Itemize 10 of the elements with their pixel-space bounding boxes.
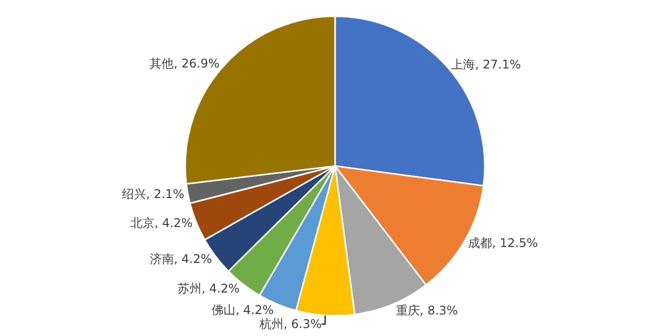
slice-label: 绍兴, 2.1% bbox=[122, 186, 184, 201]
slice-label: 苏州, 4.2% bbox=[178, 282, 240, 296]
slice-label: 杭州, 6.3% bbox=[258, 317, 322, 332]
slice-label: 重庆, 8.3% bbox=[396, 303, 458, 318]
slice-label: 济南, 4.2% bbox=[150, 252, 212, 266]
slice-label: 北京, 4.2% bbox=[130, 216, 193, 230]
slice-label: 其他, 26.9% bbox=[150, 56, 220, 71]
slice-label: 上海, 27.1% bbox=[451, 57, 521, 72]
slice-label: 佛山, 4.2% bbox=[212, 303, 274, 318]
slice-label: 成都, 12.5% bbox=[468, 236, 538, 250]
